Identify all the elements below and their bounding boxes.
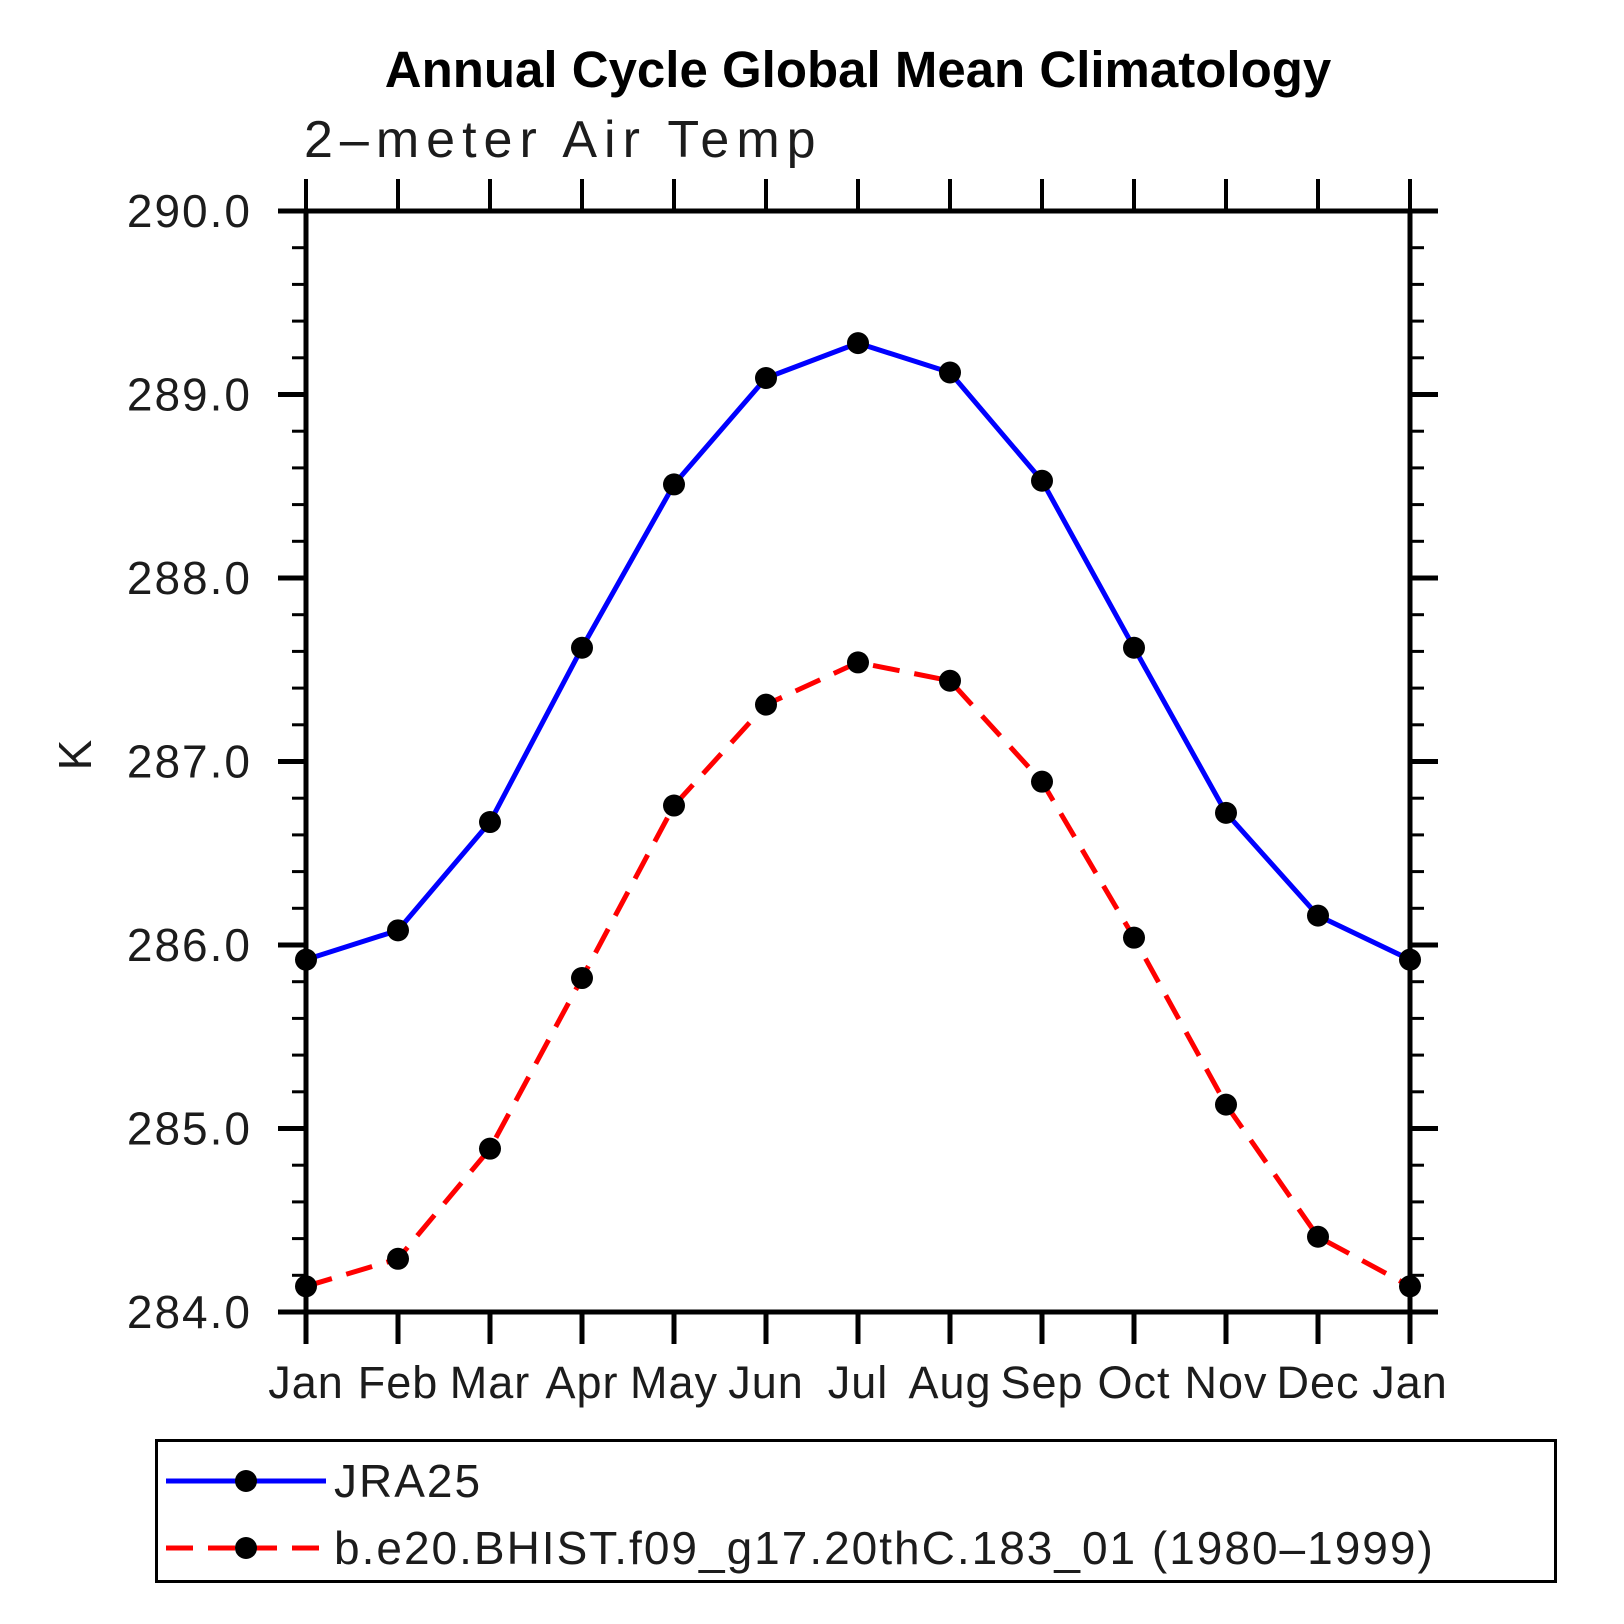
chart-title: Annual Cycle Global Mean Climatology	[384, 41, 1332, 98]
data-point	[1215, 1093, 1237, 1116]
data-point	[1123, 926, 1145, 949]
x-tick-label: Sep	[1000, 1357, 1083, 1408]
data-point	[1399, 948, 1421, 971]
x-tick-label: Jun	[728, 1357, 804, 1408]
legend-label: b.e20.BHIST.f09_g17.20thC.183_01 (1980–1…	[334, 1522, 1435, 1574]
data-point	[939, 669, 961, 692]
data-point	[1307, 904, 1329, 927]
data-point	[1031, 770, 1053, 793]
y-tick-label: 289.0	[127, 369, 252, 421]
data-point	[387, 1247, 409, 1270]
data-point	[479, 1137, 501, 1160]
data-point	[1123, 636, 1145, 659]
axis-frame	[303, 208, 1413, 1315]
series-line-1	[305, 659, 1412, 1289]
x-tick-label: Dec	[1276, 1357, 1359, 1408]
data-point	[939, 361, 961, 384]
x-tick-label: Jan	[268, 1357, 344, 1408]
legend-marker-icon	[235, 1470, 257, 1492]
legend-item-jra25: JRA25	[162, 1455, 482, 1507]
y-tick-label: 287.0	[127, 736, 252, 788]
legend-line-sample-jra25	[166, 1470, 326, 1492]
data-point	[295, 1275, 317, 1298]
x-tick-label: Nov	[1184, 1357, 1267, 1408]
x-tick-label: Apr	[545, 1357, 618, 1408]
legend-item-model: b.e20.BHIST.f09_g17.20thC.183_01 (1980–1…	[162, 1522, 1435, 1574]
data-point	[295, 948, 317, 971]
series-line-0	[305, 340, 1412, 963]
chart-subtitle: 2–meter Air Temp	[304, 111, 823, 169]
data-point	[1399, 1275, 1421, 1298]
data-point	[1215, 801, 1237, 824]
data-point	[479, 811, 501, 834]
y-tick-label: 285.0	[127, 1103, 252, 1155]
x-tick-label: Mar	[450, 1357, 531, 1408]
legend-line-sample-model	[166, 1537, 326, 1559]
x-tick-label: Jul	[828, 1357, 889, 1408]
data-point	[663, 794, 685, 817]
data-point	[847, 332, 869, 355]
data-point	[847, 651, 869, 674]
data-point	[1307, 1225, 1329, 1248]
data-point	[663, 473, 685, 496]
x-tick-label: Jan	[1372, 1357, 1448, 1408]
data-point	[755, 693, 777, 716]
data-point	[1031, 469, 1053, 492]
data-point	[387, 919, 409, 942]
data-point	[571, 636, 593, 659]
data-point	[571, 967, 593, 990]
legend-label: JRA25	[334, 1455, 483, 1507]
y-tick-label: 288.0	[127, 552, 252, 604]
data-point	[755, 366, 777, 389]
y-tick-label: 290.0	[127, 185, 252, 237]
x-tick-label: May	[630, 1357, 718, 1408]
x-tick-label: Oct	[1097, 1357, 1170, 1408]
x-tick-label: Feb	[358, 1357, 439, 1408]
legend: JRA25 b.e20.BHIST.f09_g17.20thC.183_01 (…	[155, 1439, 1557, 1583]
y-tick-label: 284.0	[127, 1286, 252, 1338]
x-tick-label: Aug	[908, 1357, 991, 1408]
legend-marker-icon	[235, 1537, 257, 1559]
y-tick-label: 286.0	[127, 919, 252, 971]
